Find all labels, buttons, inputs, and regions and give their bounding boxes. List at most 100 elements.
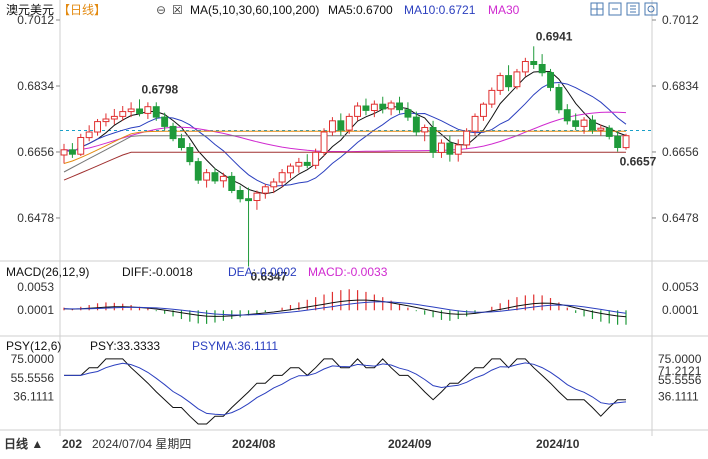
candle-up — [144, 106, 152, 114]
psy-lines — [64, 358, 627, 425]
candle-up — [85, 131, 93, 139]
candle-down — [614, 135, 622, 148]
candle-up — [219, 175, 227, 182]
candle-down — [538, 64, 546, 74]
candle-up — [119, 111, 127, 117]
candle-down — [228, 175, 236, 191]
macd-diff-label: DIFF:-0.0018 — [122, 265, 193, 279]
psy-tick-label-left: 36.1111 — [13, 390, 54, 404]
macd-macd-label: MACD:-0.0033 — [308, 265, 388, 279]
candle-down — [178, 138, 185, 149]
ma30-line — [63, 111, 627, 153]
y-tick-label-left: 0.7012 — [17, 13, 54, 27]
hover-date-label: 2024/07/04 星期四 — [92, 437, 191, 451]
candle-up — [94, 121, 101, 133]
y-tick-label-right: 0.7012 — [662, 13, 699, 27]
candle-up — [287, 165, 294, 174]
macd-dea-label: DEA:-0.0002 — [228, 265, 297, 279]
y-tick-label-right: 0.6656 — [662, 145, 699, 159]
x-axis-label: 202 — [62, 437, 82, 451]
y-tick-label-right: 0.6478 — [662, 211, 699, 225]
ma60-line — [63, 130, 626, 164]
instrument-title: 澳元美元 — [6, 3, 54, 17]
macd-tick-label-right: 0.0001 — [662, 303, 699, 317]
macd-diff-line — [63, 299, 627, 318]
candle-up — [102, 118, 110, 123]
candle-up — [270, 181, 278, 188]
psy-value-label: PSY:33.3333 — [90, 339, 160, 353]
candle-up — [127, 108, 135, 113]
x-axis-label: 2024/08 — [232, 437, 276, 451]
candle-down — [555, 87, 563, 111]
macd-lines — [63, 299, 627, 318]
panel-icon[interactable] — [626, 2, 640, 16]
candle-down — [530, 61, 538, 65]
fit-icon[interactable] — [608, 2, 622, 16]
price-annotation: 0.6798 — [141, 82, 178, 96]
psy-tick-label-left: 75.0000 — [11, 352, 55, 366]
macd-dea-line — [63, 301, 627, 316]
legend-checkbox[interactable]: ☒ — [172, 3, 183, 17]
price-annotation: 0.6657 — [620, 155, 657, 169]
settings-icon-frame — [644, 2, 658, 16]
y-tick-label-left: 0.6656 — [17, 145, 54, 159]
period-toggle-icon[interactable]: ⊖ — [156, 3, 166, 17]
psyma-value-label: PSYMA:36.1111 — [192, 339, 278, 353]
psy-tick-label-right: 75.0000 — [658, 352, 702, 366]
candle-up — [312, 151, 320, 166]
candle-up — [110, 115, 118, 120]
ma10-line — [63, 81, 627, 187]
y-tick-label-left: 0.6478 — [17, 211, 54, 225]
candle-up — [421, 127, 429, 133]
candle-down — [236, 190, 244, 200]
candle-up — [77, 137, 85, 155]
candle-up — [480, 103, 487, 117]
x-axis-label: 2024/09 — [388, 437, 432, 451]
price-annotation: 0.6941 — [536, 29, 573, 43]
period-tag[interactable]: 【日线】 — [58, 3, 106, 17]
candle-down — [379, 103, 387, 110]
psy-tick-label-right: 71.2121 — [658, 364, 702, 378]
psy-tick-label-right: 36.1111 — [658, 390, 699, 404]
macd-y-axis: 0.0053 0.0053 0.0001 0.0001 — [17, 280, 699, 317]
ma5-label: MA5:0.6700 — [328, 3, 393, 17]
settings-icon[interactable] — [644, 2, 658, 16]
candle-down — [245, 198, 253, 202]
grid-icon[interactable] — [590, 2, 604, 16]
candle-down — [169, 125, 177, 140]
candle-down — [589, 119, 596, 131]
macd-tick-label-left: 0.0053 — [17, 280, 54, 294]
psy-tick-label-left: 55.5556 — [11, 371, 55, 385]
macd-title: MACD(26,12,9) — [6, 265, 89, 279]
candle-up — [261, 186, 269, 194]
candle-down — [446, 142, 454, 155]
price-annotations: 0.6798 0.6347 0.6941 0.6657 — [141, 29, 656, 283]
main-y-axis: 0.7012 0.7012 0.6834 0.6834 0.6656 0.6656 0.64… — [17, 13, 699, 225]
candle-up — [580, 119, 588, 127]
candle-down — [362, 105, 370, 111]
candle-up — [354, 105, 362, 117]
candle-up — [387, 102, 395, 110]
period-button[interactable]: 日线 ▲ — [4, 436, 43, 451]
candle-up — [370, 103, 378, 111]
macd-tick-label-left: 0.0001 — [17, 303, 54, 317]
psyma-line — [64, 362, 627, 416]
candle-down — [211, 172, 219, 182]
candle-down — [161, 116, 169, 127]
candle-up — [438, 142, 445, 153]
candle-down — [412, 116, 420, 133]
candle-up — [513, 71, 521, 88]
ma-title: MA(5,10,30,60,100,200) — [190, 3, 319, 17]
candle-down — [605, 127, 613, 137]
candle-down — [186, 147, 194, 163]
moving-average-lines — [63, 70, 627, 195]
price-annotation: 0.6347 — [251, 270, 288, 284]
psy-title: PSY(12,6) — [6, 339, 61, 353]
candle-down — [396, 102, 404, 111]
candle-up — [454, 144, 462, 155]
macd-tick-label-right: 0.0053 — [662, 280, 699, 294]
candle-down — [563, 109, 571, 122]
candle-up — [203, 172, 211, 181]
